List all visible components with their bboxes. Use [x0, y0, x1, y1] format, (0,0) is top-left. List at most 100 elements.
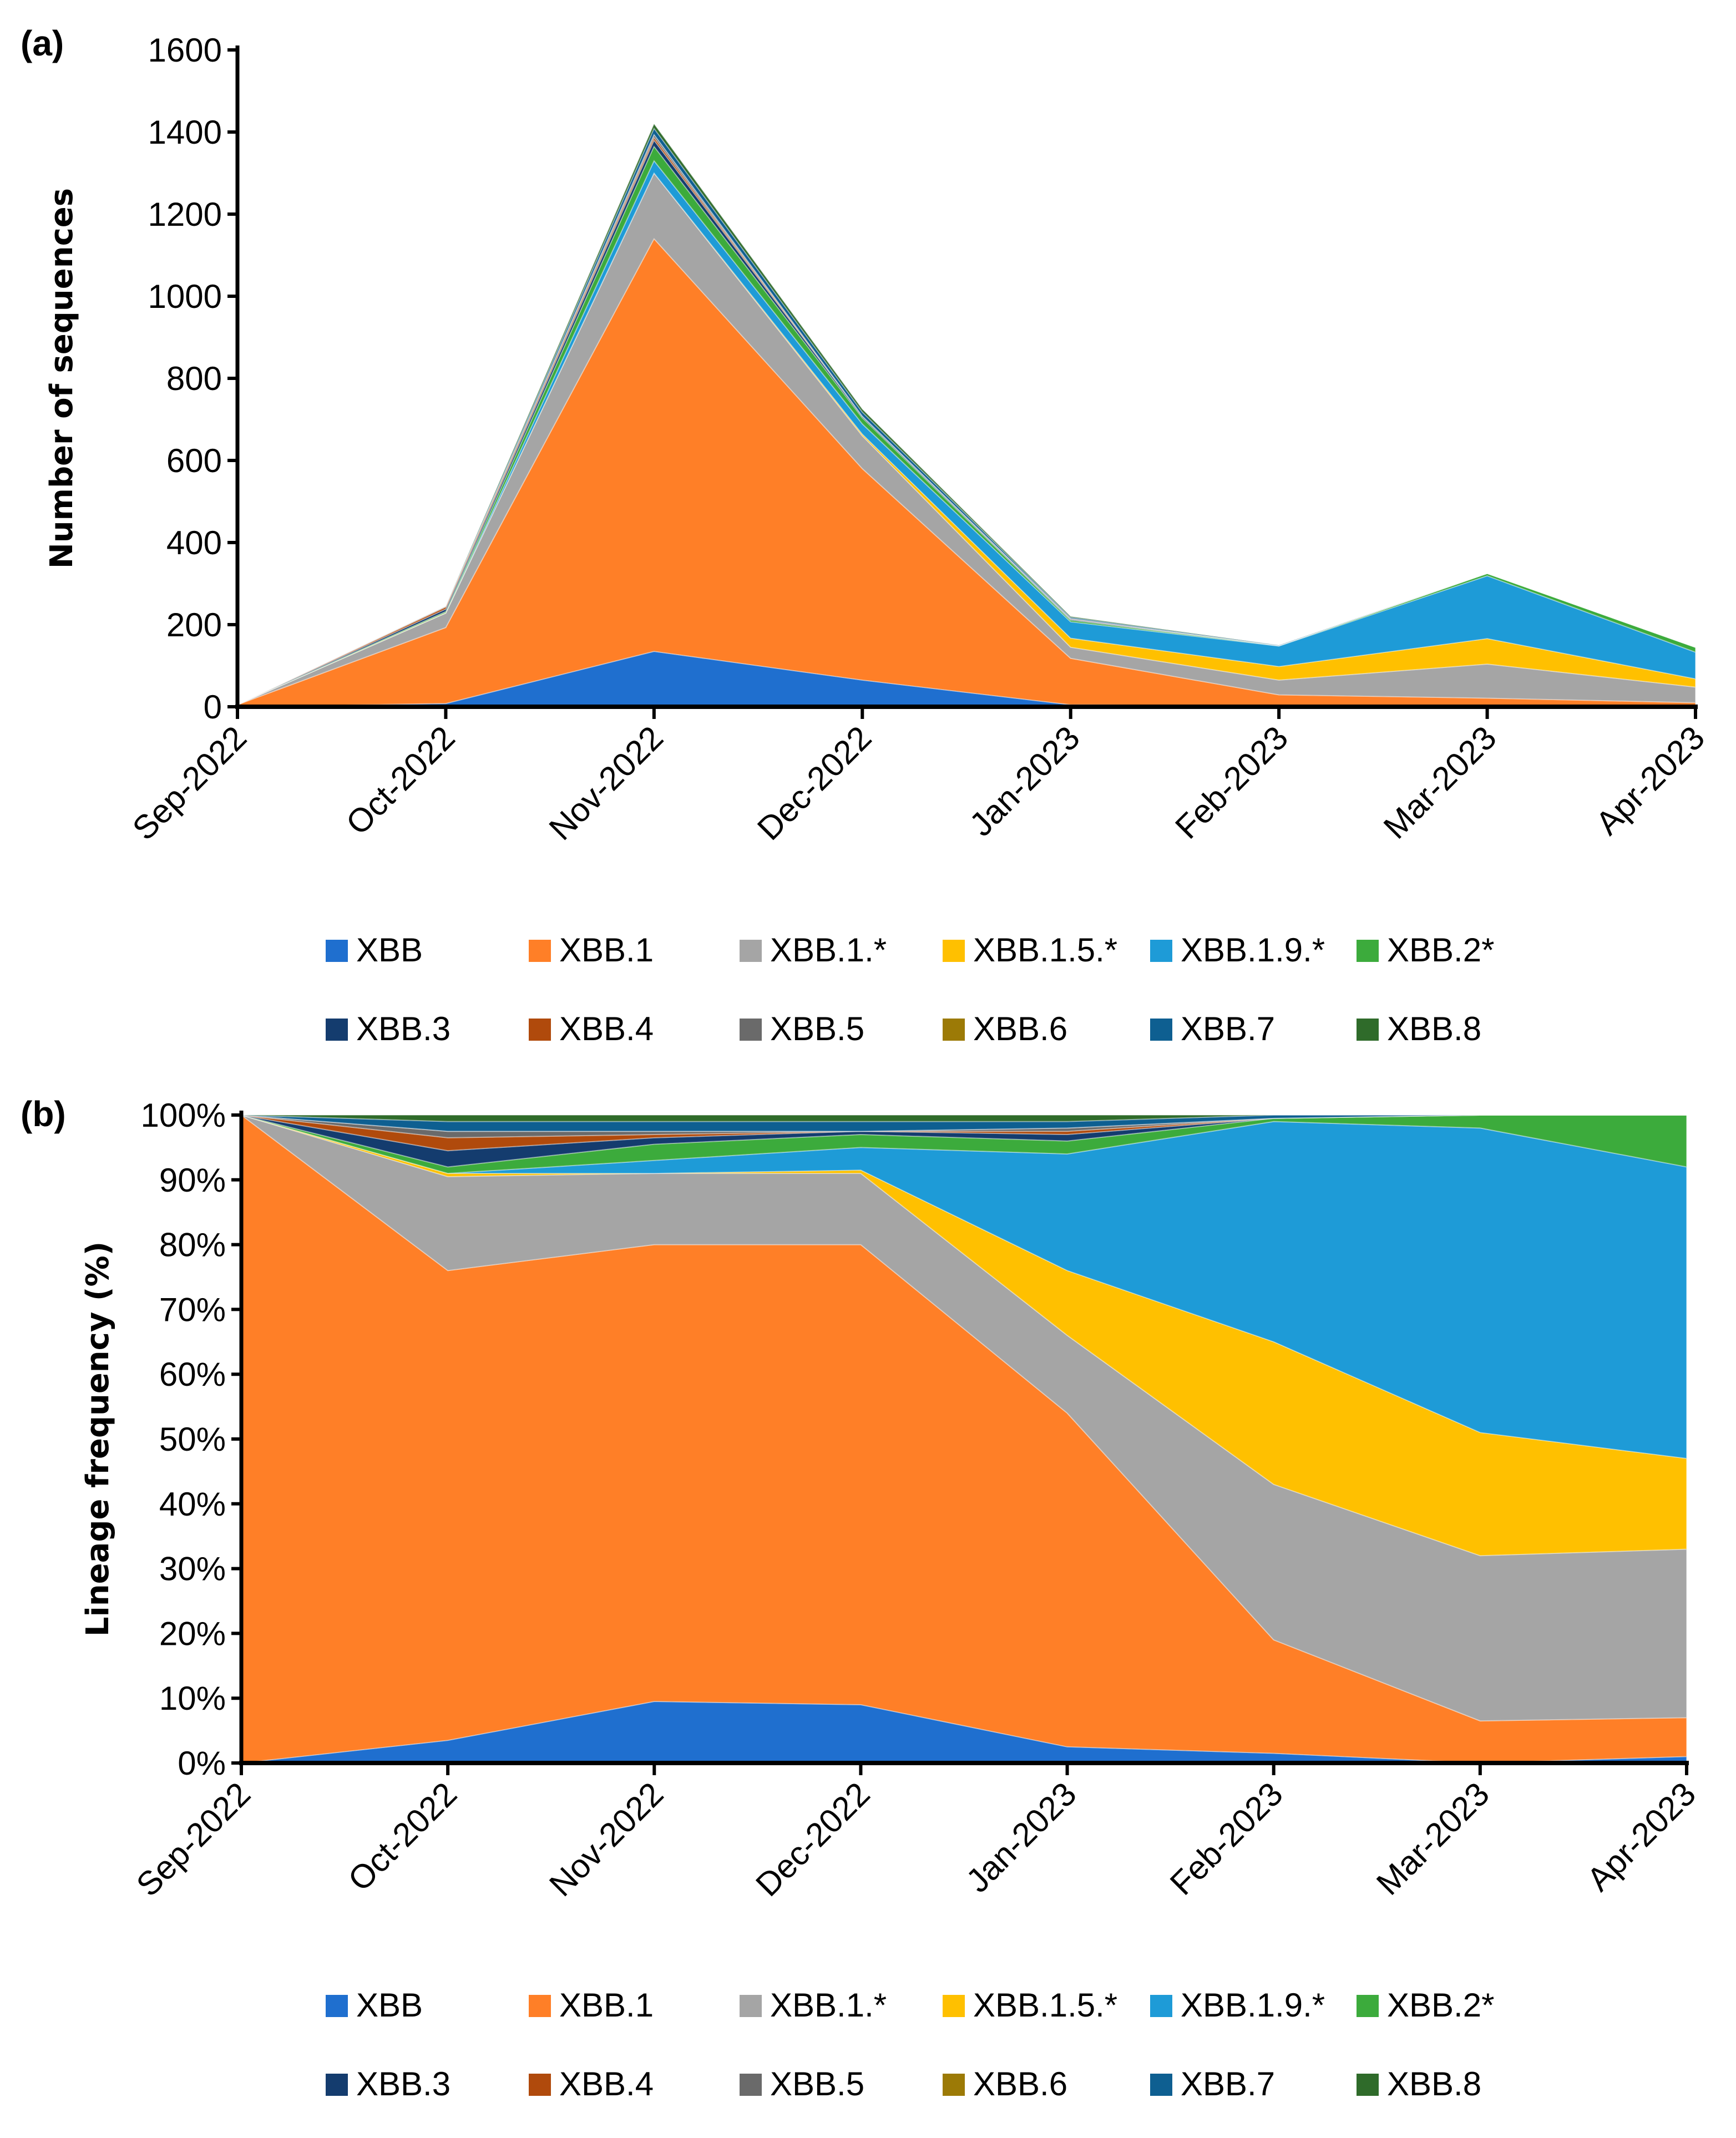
legend-label: XBB.8: [1387, 2065, 1481, 2102]
legend-swatch: [326, 2074, 348, 2096]
legend-item: XBB.3: [326, 2065, 451, 2102]
legend-swatch: [1150, 940, 1172, 962]
legend-swatch: [326, 1019, 348, 1041]
x-tick-label: Apr-2023: [1580, 1775, 1703, 1898]
legend-swatch: [326, 1995, 348, 2017]
legend-item: XBB: [326, 931, 423, 969]
x-tick-label: Oct-2022: [341, 1775, 464, 1898]
chart-panel-b: 0% 10% 20% 30% 40% 50% 60% 70% 80% 90% 100% Sep-202…: [21, 1094, 1703, 2102]
legend-item: XBB.7: [1150, 2065, 1275, 2102]
legend-swatch: [529, 2074, 551, 2096]
panel-label: (b): [21, 1094, 66, 1134]
y-tick-label: 40%: [159, 1486, 226, 1523]
y-tick-label: 50%: [159, 1421, 226, 1458]
legend-item: XBB.6: [943, 1010, 1067, 1047]
y-tick-label: 400: [166, 524, 222, 561]
area-series-xbb-3: [241, 1114, 1687, 1168]
legend-swatch: [1357, 1019, 1379, 1041]
legend-swatch: [943, 2074, 965, 2096]
y-tick-label: 0: [204, 688, 222, 726]
legend-swatch: [740, 1019, 762, 1041]
area-series-xbb-8: [237, 123, 1696, 706]
legend-label: XBB.1.*: [770, 1987, 887, 2024]
y-tick-label: 100%: [141, 1097, 226, 1134]
legend: XBB XBB.1 XBB.1.* XBB.1.5.* XBB.1.9.* XBB.2* X…: [326, 931, 1494, 1047]
legend-swatch: [529, 940, 551, 962]
legend-swatch: [529, 1995, 551, 2017]
legend-swatch: [740, 1995, 762, 2017]
legend-item: XBB.5: [740, 1010, 864, 1047]
legend-item: XBB.1: [529, 1987, 654, 2024]
y-tick-label: 600: [166, 442, 222, 479]
x-tick-label: Mar-2023: [1376, 719, 1504, 846]
legend-item: XBB.8: [1357, 2065, 1481, 2102]
chart-panel-a: 0 200 400 600 800 1000 1200 1400 1600 Sep-2022 Oct…: [21, 23, 1712, 1047]
area-series-xbb-4: [241, 1114, 1687, 1152]
legend-item: XBB.1: [529, 931, 654, 969]
area-series-xbb-1-9: [241, 1114, 1687, 1460]
legend-item: XBB.1.*: [740, 931, 887, 969]
legend: XBB XBB.1 XBB.1.* XBB.1.5.* XBB.1.9.* XBB.2* X…: [326, 1987, 1494, 2102]
legend-item: XBB.6: [943, 2065, 1067, 2102]
legend-label: XBB.2*: [1387, 931, 1494, 969]
x-tick-label: Apr-2023: [1588, 719, 1712, 842]
legend-label: XBB.1.9.*: [1181, 1987, 1325, 2024]
legend-swatch: [1150, 1019, 1172, 1041]
legend-swatch: [1357, 1995, 1379, 2017]
y-tick-label: 90%: [159, 1162, 226, 1199]
area-series-xbb-8: [241, 1114, 1687, 1122]
y-axis-title: Lineage frequency (%): [80, 1242, 116, 1637]
legend-item: XBB.4: [529, 2065, 654, 2102]
y-tick-label: 30%: [159, 1551, 226, 1588]
y-tick-label: 70%: [159, 1291, 226, 1328]
legend-label: XBB.3: [356, 1010, 451, 1047]
x-tick-label: Feb-2023: [1168, 719, 1295, 846]
y-tick-label: 0%: [178, 1745, 226, 1782]
legend-swatch: [1150, 2074, 1172, 2096]
area-series-xbb-2: [241, 1114, 1687, 1174]
legend-label: XBB.1: [559, 931, 654, 969]
legend-label: XBB.3: [356, 2065, 451, 2102]
legend-swatch: [943, 1995, 965, 2017]
legend-item: XBB.1.9.*: [1150, 931, 1325, 969]
legend-label: XBB.4: [559, 2065, 654, 2102]
legend-item: XBB.8: [1357, 1010, 1481, 1047]
legend-item: XBB.2*: [1357, 1987, 1494, 2024]
legend-label: XBB.1.5.*: [973, 1987, 1117, 2024]
legend-swatch: [1150, 1995, 1172, 2017]
legend-label: XBB.5: [770, 2065, 864, 2102]
legend-swatch: [529, 1019, 551, 1041]
legend-label: XBB: [356, 931, 423, 969]
legend-item: XBB.1.5.*: [943, 931, 1117, 969]
x-tick-label: Oct-2022: [339, 719, 462, 842]
y-tick-label: 80%: [159, 1227, 226, 1264]
legend-item: XBB.5: [740, 2065, 864, 2102]
legend-swatch: [326, 940, 348, 962]
x-tick-label: Mar-2023: [1369, 1775, 1496, 1902]
x-tick-label: Feb-2023: [1163, 1775, 1290, 1902]
legend-label: XBB.7: [1181, 2065, 1275, 2102]
y-tick-label: 20%: [159, 1615, 226, 1652]
legend-item: XBB.1.9.*: [1150, 1987, 1325, 2024]
legend-label: XBB.1.5.*: [973, 931, 1117, 969]
legend-swatch: [943, 940, 965, 962]
legend-label: XBB.4: [559, 1010, 654, 1047]
x-tick-label: Dec-2022: [750, 719, 878, 847]
y-tick-label: 200: [166, 606, 222, 644]
y-tick-label: 1000: [148, 278, 222, 315]
legend-label: XBB.1: [559, 1987, 654, 2024]
y-tick-label: 1600: [148, 32, 222, 69]
panel-label: (a): [21, 23, 64, 63]
x-tick-label: Jan-2023: [959, 1775, 1083, 1899]
legend-item: XBB.7: [1150, 1010, 1275, 1047]
legend-label: XBB.6: [973, 1010, 1067, 1047]
legend-item: XBB.1.*: [740, 1987, 887, 2024]
legend-label: XBB.2*: [1387, 1987, 1494, 2024]
legend-label: XBB.7: [1181, 1010, 1275, 1047]
x-tick-label: Nov-2022: [542, 719, 670, 847]
y-tick-label: 1200: [148, 196, 222, 233]
legend-item: XBB.1.5.*: [943, 1987, 1117, 2024]
legend-item: XBB.2*: [1357, 931, 1494, 969]
y-axis-title: Number of sequences: [44, 188, 80, 569]
legend-item: XBB: [326, 1987, 423, 2024]
